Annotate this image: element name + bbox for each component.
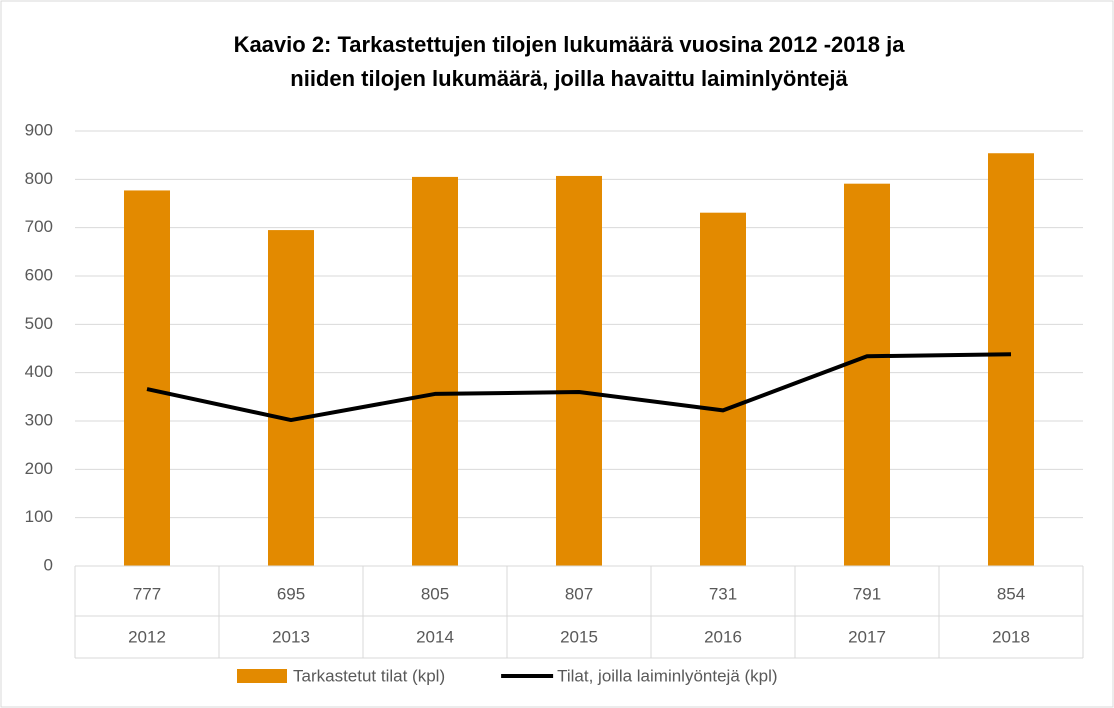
data-label: 777 — [133, 584, 161, 603]
x-tick-label: 2013 — [272, 627, 310, 646]
y-tick-label: 200 — [25, 459, 53, 478]
data-label: 731 — [709, 584, 737, 603]
bar — [556, 175, 602, 566]
data-label: 791 — [853, 584, 881, 603]
x-tick-label: 2015 — [560, 627, 598, 646]
y-tick-label: 300 — [25, 410, 53, 429]
line — [146, 352, 1012, 423]
y-tick-label: 700 — [25, 217, 53, 236]
x-tick-label: 2018 — [992, 627, 1030, 646]
bar — [412, 176, 458, 566]
chart-title: niiden tilojen lukumäärä, joilla havaitt… — [290, 66, 848, 91]
legend-label: Tilat, joilla laiminlyöntejä (kpl) — [557, 666, 777, 685]
y-tick-label: 900 — [25, 120, 53, 139]
bar — [844, 183, 890, 566]
x-tick-label: 2016 — [704, 627, 742, 646]
bar — [988, 153, 1034, 566]
y-tick-label: 100 — [25, 507, 53, 526]
y-tick-label: 500 — [25, 314, 53, 333]
bar — [268, 230, 314, 567]
y-tick-label: 800 — [25, 169, 53, 188]
x-tick-label: 2017 — [848, 627, 886, 646]
data-label: 854 — [997, 584, 1025, 603]
x-tick-label: 2012 — [128, 627, 166, 646]
y-tick-label: 0 — [44, 555, 53, 574]
bar — [124, 190, 170, 566]
y-tick-label: 400 — [25, 362, 53, 381]
chart-title: Kaavio 2: Tarkastettujen tilojen lukumää… — [234, 32, 906, 57]
data-label: 695 — [277, 584, 305, 603]
x-tick-label: 2014 — [416, 627, 454, 646]
legend-label: Tarkastetut tilat (kpl) — [293, 666, 445, 685]
y-tick-label: 600 — [25, 265, 53, 284]
data-label: 807 — [565, 584, 593, 603]
bar — [700, 212, 746, 566]
data-label: 805 — [421, 584, 449, 603]
legend-swatch — [237, 669, 287, 683]
